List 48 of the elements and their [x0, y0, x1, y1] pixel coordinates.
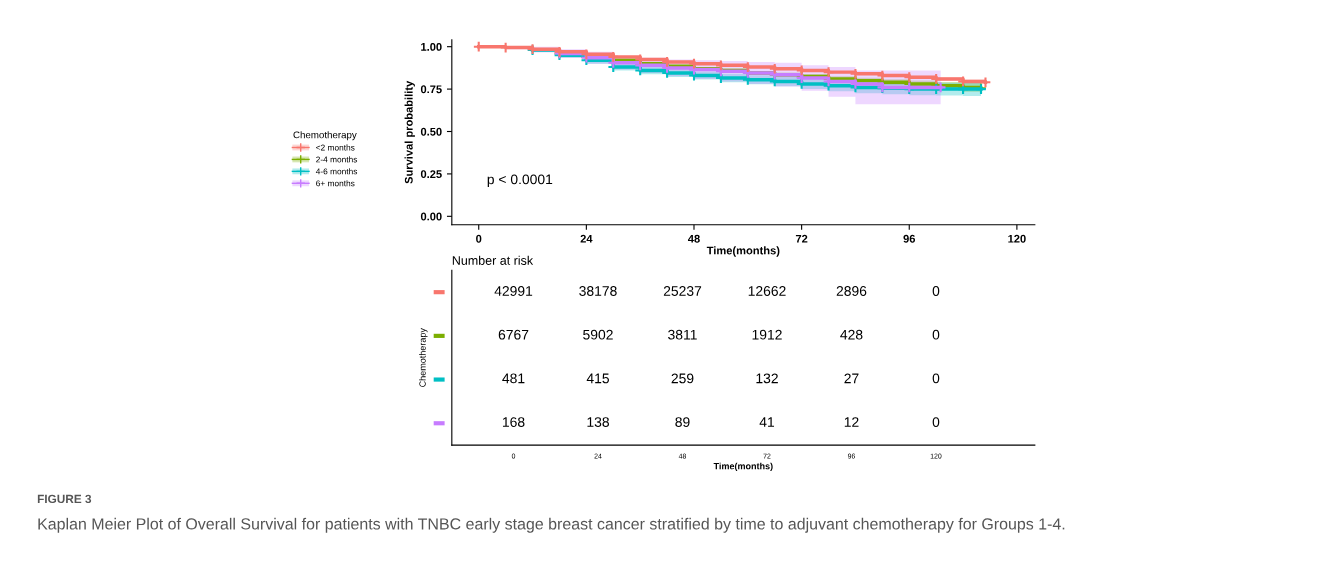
data-label: 27 [844, 373, 859, 384]
y-tick-label: 0.25 [420, 170, 442, 179]
y-axis-title: Chemotherapy [419, 328, 428, 387]
chart-title: Number at risk [452, 255, 534, 265]
x-tick-label: 72 [795, 234, 808, 243]
data-label: 6767 [498, 329, 529, 340]
data-label: 0 [932, 286, 940, 296]
data-label: 1912 [752, 329, 782, 340]
data-label: 89 [675, 417, 690, 427]
y-tick-label: 0.00 [420, 212, 442, 221]
data-label: 138 [587, 417, 609, 427]
data-label: 41 [759, 417, 775, 427]
y-tick-label: 0.50 [420, 127, 442, 136]
x-tick-label: 0 [476, 234, 482, 243]
data-label: 168 [502, 417, 525, 427]
x-tick-label: 24 [580, 234, 593, 243]
legend-label: <2 months [316, 144, 355, 151]
y-tick-label: 1.00 [421, 42, 442, 51]
data-label: 481 [502, 373, 525, 384]
data-label: 5902 [583, 329, 613, 340]
data-label: 3811 [668, 329, 697, 340]
data-label: 0 [932, 417, 940, 427]
data-label: 2896 [836, 286, 867, 296]
legend-title: Chemotherapy [293, 131, 357, 141]
caption: FIGURE 3 [37, 494, 92, 504]
data-label: 42991 [494, 286, 533, 296]
data-label: 12 [844, 417, 859, 427]
x-tick-label: 96 [903, 234, 916, 243]
data-label: 132 [756, 373, 778, 384]
data-label: 25237 [663, 286, 702, 296]
x-tick-label: 48 [687, 234, 700, 243]
x-axis-title: Time(months) [713, 462, 773, 472]
data-label: 38178 [579, 286, 617, 296]
x-tick-label: 120 [1008, 234, 1026, 243]
text: Kaplan Meier Plot of Overall Survival for patients with TNBC early stage breast cancer stratified by time to adjuvant chemotherapy for Groups 1-4. [38, 517, 1065, 533]
y-tick-label: 0.75 [420, 85, 442, 94]
annotation: p < 0.0001 [487, 174, 553, 187]
data-label: 259 [671, 373, 694, 384]
legend-label: 2-4 months [316, 156, 358, 163]
data-label: 0 [932, 329, 940, 340]
x-axis-title: Time(months) [706, 246, 780, 257]
legend-label: 4-6 months [315, 168, 358, 175]
legend-label: 6+ months [316, 180, 355, 187]
data-label: 415 [586, 373, 609, 384]
y-axis-title: Survival probability [404, 80, 415, 184]
data-label: 0 [932, 373, 940, 384]
data-label: 428 [840, 329, 863, 340]
data-label: 12662 [748, 286, 786, 296]
